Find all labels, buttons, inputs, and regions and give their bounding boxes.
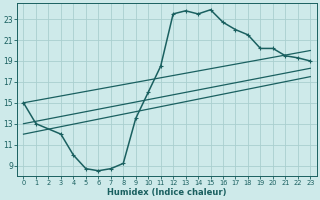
X-axis label: Humidex (Indice chaleur): Humidex (Indice chaleur) [107,188,227,197]
